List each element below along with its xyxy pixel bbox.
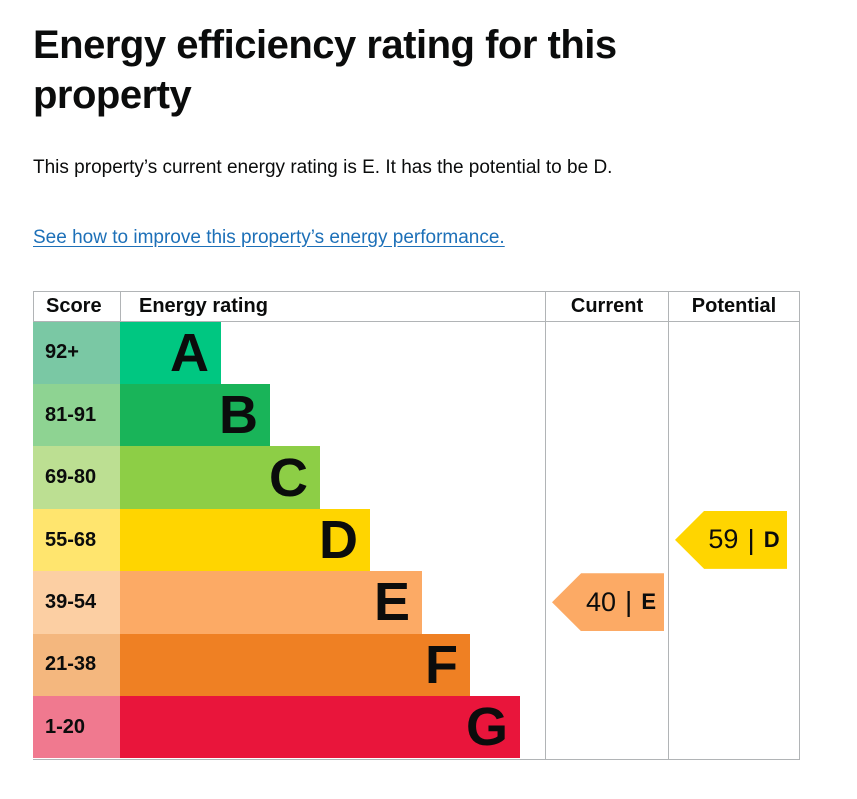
rating-letter-e: E <box>373 572 410 633</box>
rating-bar-e: E <box>120 571 422 634</box>
potential-rating-arrow-value: 59 <box>708 524 739 555</box>
page-title: Energy efficiency rating for this proper… <box>33 23 617 117</box>
score-range-c: 69-80 <box>33 446 120 509</box>
current-rating-arrow-band-letter: E <box>641 589 656 615</box>
header-energy-rating: Energy rating <box>120 291 545 321</box>
rating-bar-a: A <box>120 321 221 385</box>
rating-bar-c: C <box>120 446 320 509</box>
rating-letter-b: B <box>219 385 258 446</box>
rating-bar-b: B <box>120 384 270 447</box>
epc-body: 92+ A 81-91 B 69-80 C 55-68 D 39-54 E 21-38 F 1-20 G … <box>33 321 800 759</box>
epc-band-row-c: 69-80 C <box>33 446 800 509</box>
score-range-d: 55-68 <box>33 508 120 572</box>
current-rating-arrow-value: 40 <box>585 586 617 617</box>
rating-letter-d: D <box>319 510 358 571</box>
score-range-b: 81-91 <box>33 384 120 447</box>
epc-band-row-d: 55-68 D <box>33 508 800 572</box>
table-border-potential <box>668 321 669 759</box>
score-range-e: 39-54 <box>33 571 120 634</box>
current-rating-arrow-separator: | <box>625 586 633 618</box>
epc-chart: Score Energy rating Current Potential 92… <box>33 290 800 760</box>
table-border-current <box>545 321 546 759</box>
potential-rating-arrow-band-letter: D <box>763 526 780 552</box>
header-score: Score <box>33 291 120 321</box>
epc-band-row-e: 39-54 E <box>33 571 800 634</box>
current-rating-arrow: 40 | E <box>552 573 664 632</box>
score-range-a: 92+ <box>33 321 120 385</box>
score-range-g: 1-20 <box>33 696 120 759</box>
rating-letter-f: F <box>425 634 458 695</box>
rating-bar-f: F <box>120 633 470 697</box>
rating-letter-g: G <box>465 697 508 758</box>
score-range-f: 21-38 <box>33 633 120 697</box>
rating-letter-a: A <box>170 322 209 383</box>
epc-header-row: Score Energy rating Current Potential <box>33 290 800 322</box>
rating-bar-g: G <box>120 696 520 759</box>
improve-energy-performance-link[interactable]: See how to improve this property’s energ… <box>33 226 505 248</box>
rating-letter-c: C <box>269 447 308 508</box>
epc-band-row-a: 92+ A <box>33 321 800 385</box>
potential-rating-arrow-separator: | <box>747 523 755 555</box>
rating-bar-d: D <box>120 508 370 572</box>
epc-band-row-f: 21-38 F <box>33 633 800 697</box>
page: Energy efficiency rating for this proper… <box>33 23 800 760</box>
intro-text: This property’s current energy rating is… <box>33 157 613 178</box>
table-border-right <box>799 321 800 759</box>
header-current: Current <box>545 291 668 321</box>
epc-band-row-g: 1-20 G <box>33 696 800 759</box>
epc-band-row-b: 81-91 B <box>33 384 800 447</box>
header-potential: Potential <box>668 291 800 321</box>
